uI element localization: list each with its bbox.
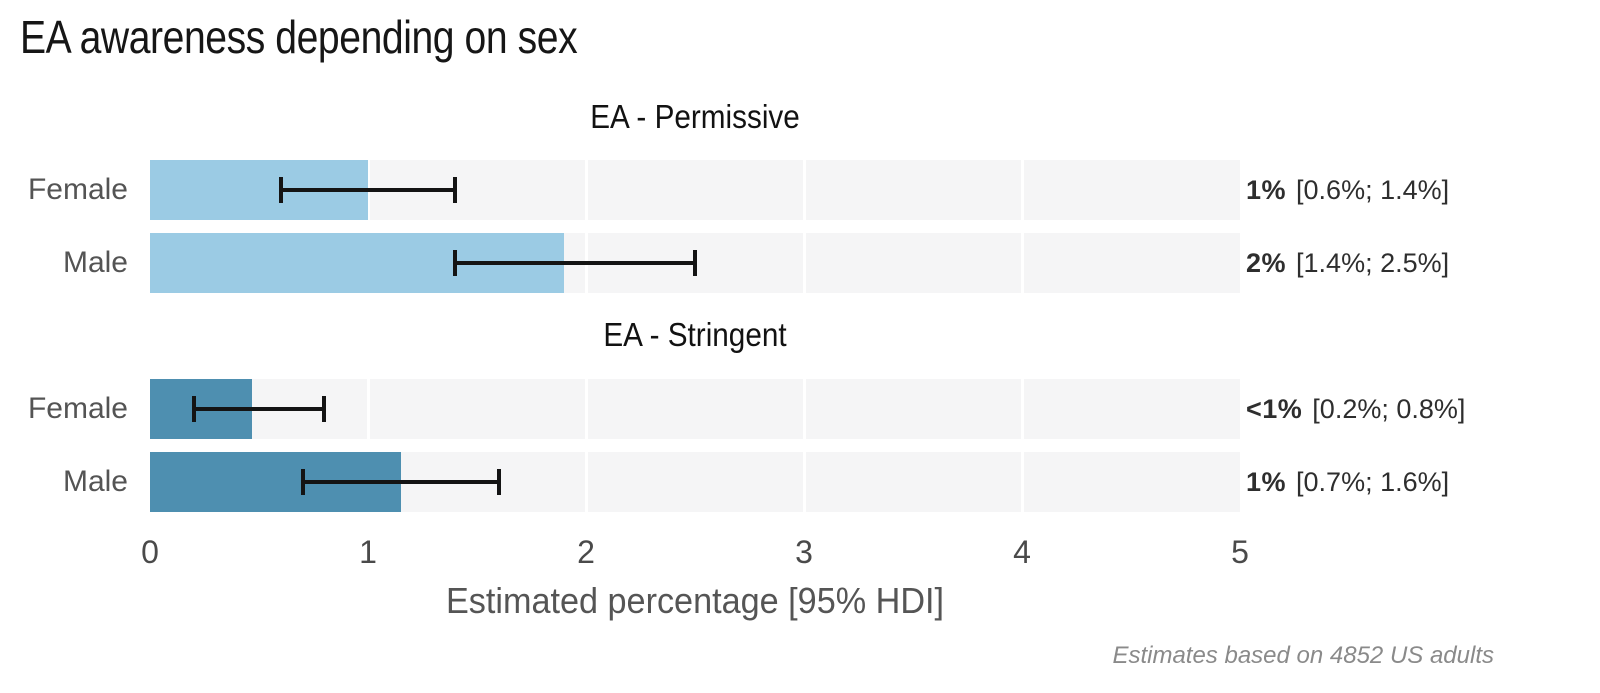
- row-label: Male: [62, 465, 128, 498]
- error-bar-line: [193, 407, 325, 411]
- estimate-value: 2%: [1246, 247, 1287, 278]
- row-label: Female: [27, 392, 128, 425]
- row-label: Male: [62, 246, 128, 279]
- error-bar-line: [455, 261, 695, 265]
- estimate-value: <1%: [1246, 393, 1303, 424]
- bar-track: [150, 233, 1240, 293]
- error-bar-cap-right: [453, 177, 458, 203]
- estimate-interval: [0.7%; 1.6%]: [1296, 466, 1450, 497]
- error-bar-cap-left: [191, 396, 196, 422]
- row-label: Female: [27, 173, 128, 206]
- estimate-annotation: 2% [1.4%; 2.5%]: [1246, 233, 1449, 293]
- estimate-value: 1%: [1246, 174, 1287, 205]
- x-axis-tick-label: 3: [795, 534, 813, 570]
- error-bar-cap-right: [496, 469, 501, 495]
- error-bar-line: [280, 188, 456, 192]
- estimate-annotation: 1% [0.6%; 1.4%]: [1246, 160, 1449, 220]
- gridline: [1020, 233, 1024, 293]
- gridline: [584, 160, 588, 220]
- gridline: [802, 452, 806, 512]
- gridline: [1020, 160, 1024, 220]
- footnote: Estimates based on 4852 US adults: [1112, 642, 1494, 669]
- chart-title: EA awareness depending on sex: [20, 11, 578, 63]
- error-bar-cap-right: [322, 396, 327, 422]
- estimate-annotation: <1% [0.2%; 0.8%]: [1246, 379, 1465, 439]
- x-axis-tick-label: 5: [1231, 534, 1249, 570]
- gridline: [584, 452, 588, 512]
- gridline: [1020, 452, 1024, 512]
- gridline: [1020, 379, 1024, 439]
- x-axis-tick-label: 1: [359, 534, 377, 570]
- estimate-interval: [1.4%; 2.5%]: [1296, 247, 1450, 278]
- estimate-interval: [0.2%; 0.8%]: [1312, 393, 1466, 424]
- panel-title: EA - Stringent: [603, 316, 787, 353]
- panel-title: EA - Permissive: [590, 98, 800, 135]
- bar-track: [150, 379, 1240, 439]
- gridline: [584, 379, 588, 439]
- error-bar-cap-right: [693, 250, 697, 276]
- x-axis-tick-label: 2: [577, 534, 595, 570]
- estimate-value: 1%: [1246, 466, 1287, 497]
- bar-track: [150, 160, 1240, 220]
- error-bar-cap-left: [278, 177, 283, 203]
- gridline: [802, 233, 806, 293]
- error-bar-cap-left: [300, 469, 305, 495]
- error-bar-cap-left: [453, 250, 458, 276]
- gridline: [802, 160, 806, 220]
- bar-track: [150, 452, 1240, 512]
- error-bar-line: [302, 480, 499, 484]
- gridline: [802, 379, 806, 439]
- x-axis-tick-label: 0: [141, 534, 159, 570]
- gridline: [366, 379, 370, 439]
- estimate-annotation: 1% [0.7%; 1.6%]: [1246, 452, 1449, 512]
- x-axis-title: Estimated percentage [95% HDI]: [445, 580, 945, 621]
- x-axis-ticks: 0 1 2 3 4 5: [141, 534, 1249, 574]
- estimate-interval: [0.6%; 1.4%]: [1296, 174, 1450, 205]
- x-axis-tick-label: 4: [1013, 534, 1031, 570]
